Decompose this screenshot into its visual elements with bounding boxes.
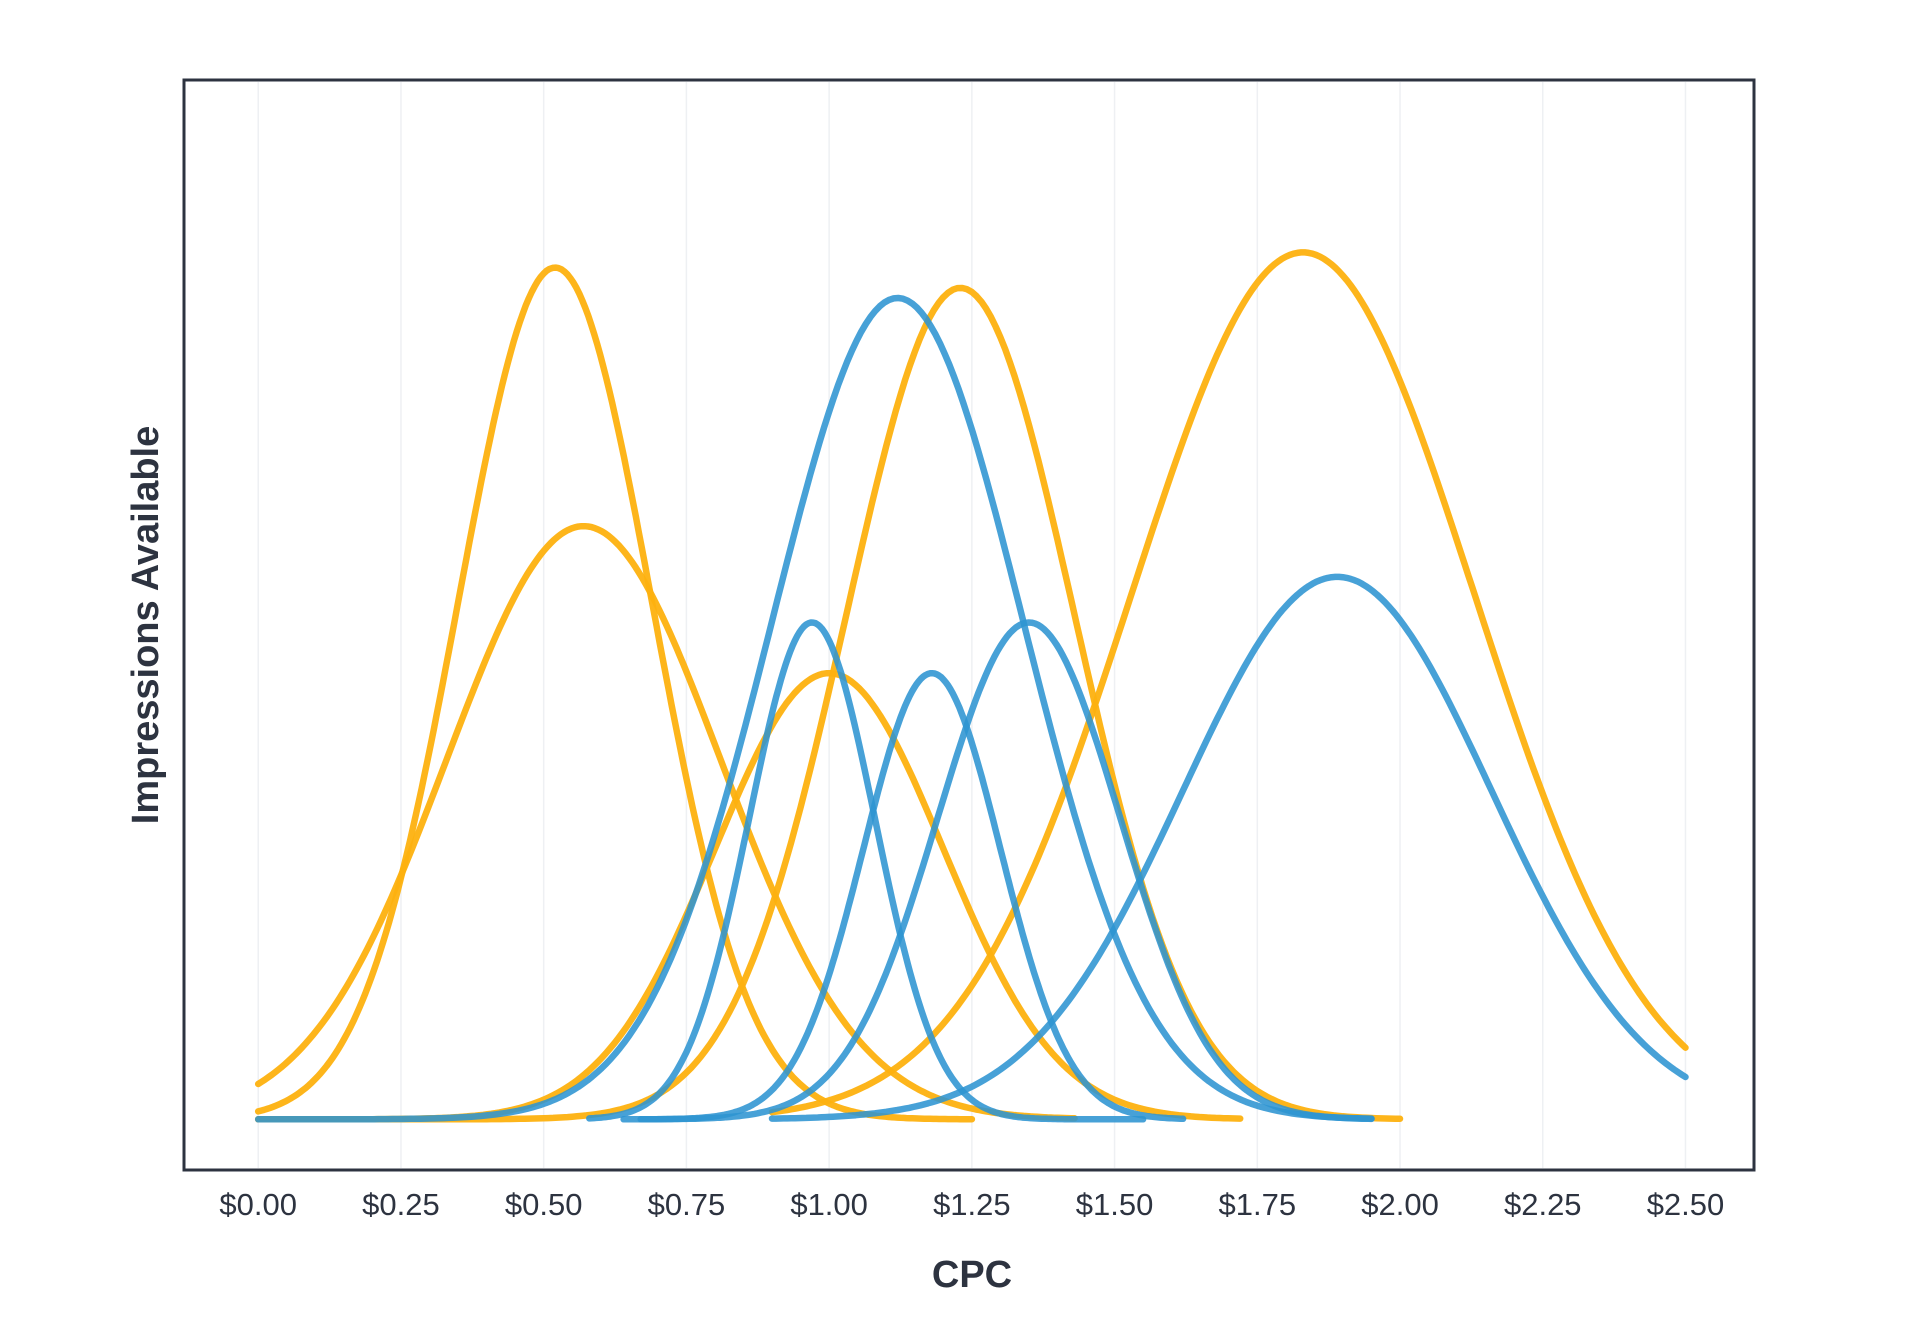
blue-curve-8 xyxy=(637,669,1187,1123)
x-axis-tick-labels: $0.00 $0.25 $0.50 $0.75 $1.00 $1.25 $1.50 $1.75… xyxy=(219,1187,1724,1222)
blue-curve-9 xyxy=(620,619,1375,1123)
blue-curve-10 xyxy=(768,573,1689,1122)
x-tick-label: $2.50 xyxy=(1647,1187,1725,1222)
y-axis-label: Impressions Available xyxy=(125,426,167,824)
x-axis-label: CPC xyxy=(932,1254,1012,1296)
vertical-gridlines xyxy=(257,82,1687,1168)
x-tick-label: $1.00 xyxy=(790,1187,868,1222)
plot-frame xyxy=(182,78,1756,1172)
x-tick-label: $1.75 xyxy=(1219,1187,1297,1222)
x-tick-label: $1.50 xyxy=(1076,1187,1154,1222)
x-tick-label: $0.00 xyxy=(219,1187,297,1222)
x-tick-label: $2.25 xyxy=(1504,1187,1582,1222)
orange-curve-2 xyxy=(254,522,1078,1122)
orange-curve-1 xyxy=(254,264,976,1123)
blue-curve-7 xyxy=(586,619,1147,1123)
orange-curve-5 xyxy=(768,249,1689,1116)
x-tick-label: $2.00 xyxy=(1361,1187,1439,1222)
blue-curve-6 xyxy=(254,294,1375,1123)
x-tick-label: $0.25 xyxy=(362,1187,440,1222)
x-tick-label: $0.75 xyxy=(648,1187,726,1222)
x-tick-label: $0.50 xyxy=(505,1187,583,1222)
x-tick-label: $1.25 xyxy=(933,1187,1011,1222)
density-curves xyxy=(254,249,1689,1123)
